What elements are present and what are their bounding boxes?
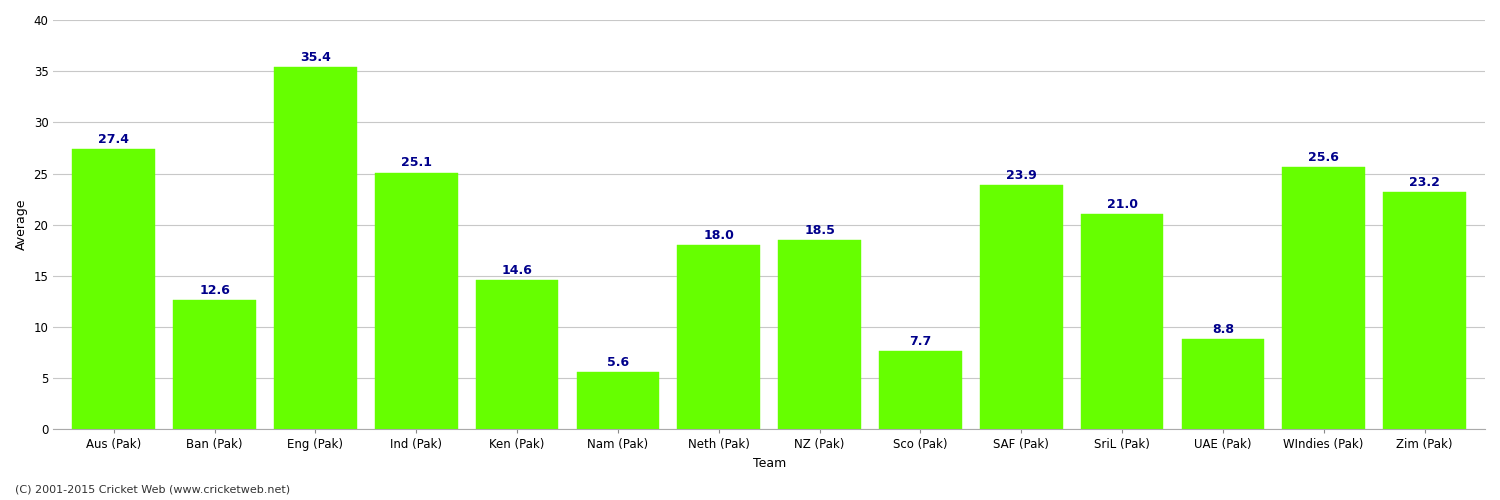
Bar (174, 300, 256, 430)
Bar (778, 240, 861, 430)
Bar (1383, 192, 1466, 430)
Bar (980, 185, 1062, 430)
Bar (72, 149, 154, 430)
Text: 18.5: 18.5 (804, 224, 836, 237)
Text: 35.4: 35.4 (300, 51, 332, 64)
Bar (1282, 168, 1365, 430)
Bar (1080, 214, 1164, 430)
Text: 23.9: 23.9 (1007, 168, 1036, 181)
Text: 27.4: 27.4 (99, 133, 129, 146)
Text: 12.6: 12.6 (200, 284, 230, 298)
Bar (476, 280, 558, 430)
Bar (1182, 340, 1264, 430)
Text: (C) 2001-2015 Cricket Web (www.cricketweb.net): (C) 2001-2015 Cricket Web (www.cricketwe… (15, 485, 290, 495)
Text: 23.2: 23.2 (1408, 176, 1440, 189)
Text: 5.6: 5.6 (608, 356, 628, 369)
Y-axis label: Average: Average (15, 199, 28, 250)
Text: 25.1: 25.1 (400, 156, 432, 170)
Bar (678, 245, 760, 430)
Text: 25.6: 25.6 (1308, 152, 1340, 164)
Text: 21.0: 21.0 (1107, 198, 1137, 211)
Text: 7.7: 7.7 (909, 334, 932, 347)
Bar (274, 67, 357, 430)
Bar (576, 372, 658, 430)
Text: 14.6: 14.6 (501, 264, 532, 277)
Bar (375, 172, 458, 430)
X-axis label: Team: Team (753, 457, 786, 470)
Text: 18.0: 18.0 (704, 229, 734, 242)
Text: 8.8: 8.8 (1212, 324, 1234, 336)
Bar (879, 350, 962, 430)
